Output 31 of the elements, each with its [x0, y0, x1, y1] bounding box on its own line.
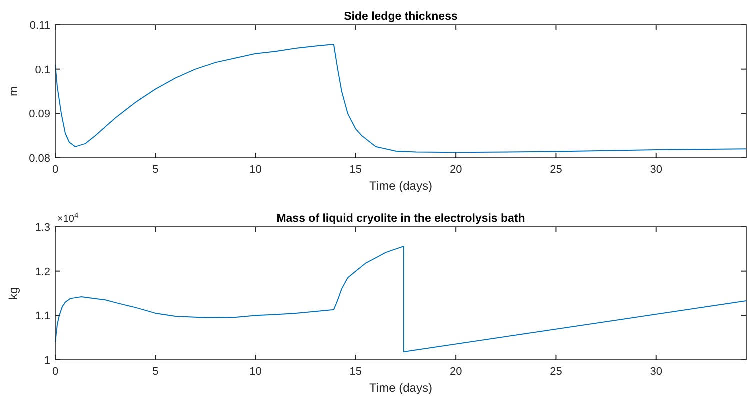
- x-tick-label: 0: [52, 366, 59, 378]
- x-tick-label: 5: [152, 366, 159, 378]
- x-tick-label: 0: [52, 164, 59, 176]
- y-axis-title: kg: [6, 287, 20, 300]
- line-series: [55, 44, 747, 154]
- x-tick-label: 5: [152, 164, 159, 176]
- chart-title: Mass of liquid cryolite in the electrolysis bath: [276, 213, 526, 225]
- y-tick-label: 1.2: [35, 266, 50, 278]
- y-tick-label: 0.1: [35, 64, 50, 76]
- x-axis-title: Time (days): [370, 179, 432, 193]
- x-tick-label: 25: [550, 366, 562, 378]
- text: ×10$^{4}$: [58, 210, 79, 225]
- x-tick-label: 30: [650, 164, 662, 176]
- x-tick-label: 15: [350, 366, 362, 378]
- y-tick-label: 1.3: [35, 222, 50, 234]
- y-tick-label: 0.11: [30, 20, 50, 32]
- x-tick-label: 30: [650, 366, 662, 378]
- y-tick-label: 0.08: [29, 153, 50, 165]
- y-tick-label: 1.1: [35, 310, 50, 323]
- x-tick-label: 10: [250, 366, 262, 378]
- x-tick-label: 10: [250, 164, 262, 176]
- y-axis-title: m: [6, 86, 20, 96]
- y-tick-label: 1: [44, 355, 50, 367]
- y-tick-label: 0.09: [29, 108, 50, 121]
- line-series: [55, 246, 747, 353]
- x-axis-title: Time (days): [370, 381, 432, 395]
- x-tick-label: 15: [350, 164, 362, 176]
- x-tick-label: 20: [450, 164, 462, 176]
- chart-title: Side ledge thickness: [344, 11, 458, 23]
- x-tick-label: 25: [550, 164, 562, 176]
- x-tick-label: 20: [450, 366, 462, 378]
